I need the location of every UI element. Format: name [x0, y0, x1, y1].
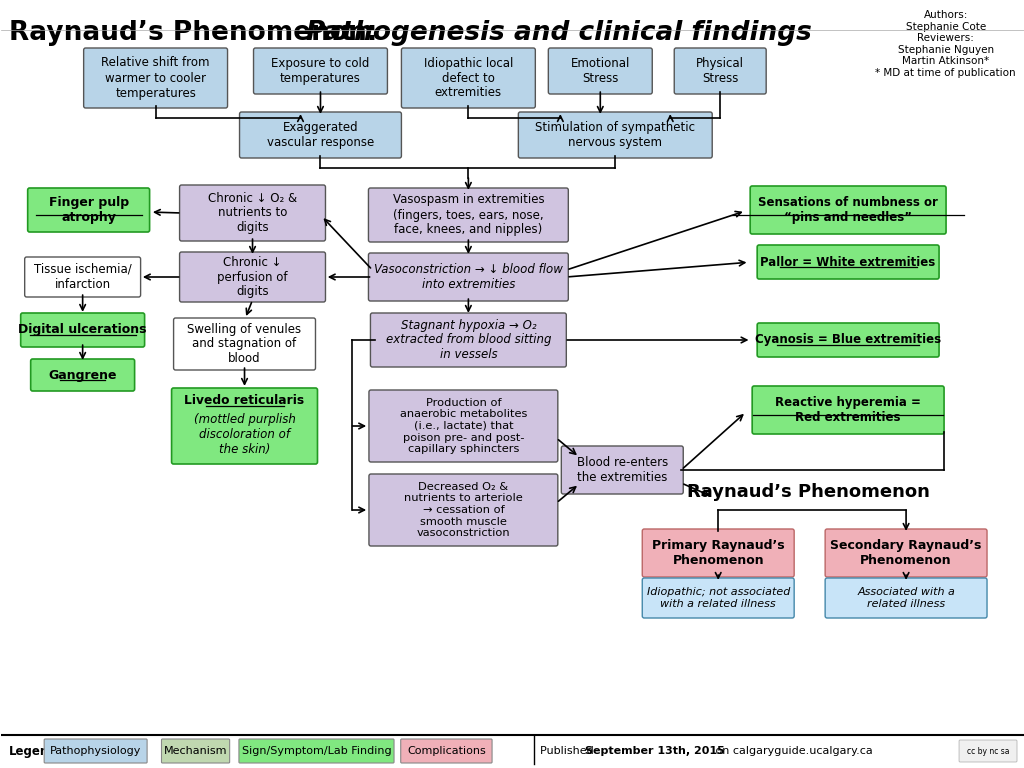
FancyBboxPatch shape: [44, 739, 147, 763]
FancyBboxPatch shape: [518, 112, 713, 158]
Text: on calgaryguide.ucalgary.ca: on calgaryguide.ucalgary.ca: [713, 746, 873, 756]
Text: Published: Published: [541, 746, 598, 756]
FancyBboxPatch shape: [642, 529, 795, 577]
Text: Sign/Symptom/Lab Finding: Sign/Symptom/Lab Finding: [242, 746, 391, 756]
FancyBboxPatch shape: [369, 188, 568, 242]
FancyBboxPatch shape: [20, 313, 144, 347]
FancyBboxPatch shape: [31, 359, 134, 391]
Text: Livedo reticularis: Livedo reticularis: [184, 393, 304, 406]
FancyBboxPatch shape: [162, 739, 229, 763]
Text: Complications: Complications: [407, 746, 485, 756]
FancyBboxPatch shape: [369, 474, 558, 546]
Text: cc by nc sa: cc by nc sa: [967, 746, 1010, 756]
FancyBboxPatch shape: [254, 48, 387, 94]
Text: Mechanism: Mechanism: [164, 746, 227, 756]
FancyBboxPatch shape: [369, 390, 558, 462]
Text: Idiopathic; not associated
with a related illness: Idiopathic; not associated with a relate…: [646, 588, 790, 609]
Text: Sensations of numbness or
“pins and needles”: Sensations of numbness or “pins and need…: [758, 196, 938, 224]
Text: Chronic ↓
perfusion of
digits: Chronic ↓ perfusion of digits: [217, 256, 288, 299]
Text: (mottled purplish
discoloration of
the skin): (mottled purplish discoloration of the s…: [194, 412, 296, 455]
Text: Pallor = White extremities: Pallor = White extremities: [761, 256, 936, 269]
Text: Idiopathic local
defect to
extremities: Idiopathic local defect to extremities: [424, 57, 513, 100]
Text: Emotional
Stress: Emotional Stress: [570, 57, 630, 85]
Text: Blood re-enters
the extremities: Blood re-enters the extremities: [577, 456, 668, 484]
FancyBboxPatch shape: [561, 446, 683, 494]
Text: Stimulation of sympathetic
nervous system: Stimulation of sympathetic nervous syste…: [536, 121, 695, 149]
FancyBboxPatch shape: [825, 529, 987, 577]
FancyBboxPatch shape: [84, 48, 227, 108]
Text: Raynaud’s Phenomenon:: Raynaud’s Phenomenon:: [8, 20, 386, 46]
Text: Pathophysiology: Pathophysiology: [50, 746, 141, 756]
FancyBboxPatch shape: [239, 739, 394, 763]
FancyBboxPatch shape: [959, 740, 1017, 762]
Text: Decreased O₂ &
nutrients to arteriole
→ cessation of
smooth muscle
vasoconstrict: Decreased O₂ & nutrients to arteriole → …: [404, 482, 523, 538]
Text: Secondary Raynaud’s
Phenomenon: Secondary Raynaud’s Phenomenon: [830, 539, 982, 567]
FancyBboxPatch shape: [674, 48, 766, 94]
Text: Exaggerated
vascular response: Exaggerated vascular response: [267, 121, 374, 149]
FancyBboxPatch shape: [240, 112, 401, 158]
Text: Swelling of venules
and stagnation of
blood: Swelling of venules and stagnation of bl…: [187, 323, 302, 366]
FancyBboxPatch shape: [179, 252, 326, 302]
FancyBboxPatch shape: [401, 48, 536, 108]
FancyBboxPatch shape: [172, 388, 317, 464]
Text: September 13th, 2015: September 13th, 2015: [586, 746, 725, 756]
FancyBboxPatch shape: [757, 323, 939, 357]
FancyBboxPatch shape: [400, 739, 493, 763]
Text: Vasospasm in extremities
(fingers, toes, ears, nose,
face, knees, and nipples): Vasospasm in extremities (fingers, toes,…: [392, 194, 544, 237]
Text: Relative shift from
warmer to cooler
temperatures: Relative shift from warmer to cooler tem…: [101, 57, 210, 100]
Text: Stagnant hypoxia → O₂
extracted from blood sitting
in vessels: Stagnant hypoxia → O₂ extracted from blo…: [386, 319, 551, 362]
FancyBboxPatch shape: [825, 578, 987, 618]
FancyBboxPatch shape: [757, 245, 939, 279]
Text: Vasoconstriction → ↓ blood flow
into extremities: Vasoconstriction → ↓ blood flow into ext…: [374, 263, 563, 291]
FancyBboxPatch shape: [369, 253, 568, 301]
Text: Cyanosis = Blue extremities: Cyanosis = Blue extremities: [755, 333, 941, 346]
Text: Reactive hyperemia =
Red extremities: Reactive hyperemia = Red extremities: [775, 396, 921, 424]
FancyBboxPatch shape: [751, 186, 946, 234]
Text: Digital ulcerations: Digital ulcerations: [18, 323, 146, 336]
Text: Associated with a
related illness: Associated with a related illness: [857, 588, 955, 609]
FancyBboxPatch shape: [179, 185, 326, 241]
FancyBboxPatch shape: [548, 48, 652, 94]
Text: Legend:: Legend:: [8, 744, 62, 757]
FancyBboxPatch shape: [174, 318, 315, 370]
Text: Primary Raynaud’s
Phenomenon: Primary Raynaud’s Phenomenon: [652, 539, 784, 567]
Text: Pathogenesis and clinical findings: Pathogenesis and clinical findings: [306, 20, 812, 46]
FancyBboxPatch shape: [371, 313, 566, 367]
FancyBboxPatch shape: [28, 188, 150, 232]
Text: Production of
anaerobic metabolites
(i.e., lactate) that
poison pre- and post-
c: Production of anaerobic metabolites (i.e…: [399, 398, 527, 454]
FancyBboxPatch shape: [25, 257, 140, 297]
Text: Tissue ischemia/
infarction: Tissue ischemia/ infarction: [34, 263, 131, 291]
FancyBboxPatch shape: [753, 386, 944, 434]
Text: Exposure to cold
temperatures: Exposure to cold temperatures: [271, 57, 370, 85]
Text: Physical
Stress: Physical Stress: [696, 57, 744, 85]
Text: Authors:
Stephanie Cote
Reviewers:
Stephanie Nguyen
Martin Atkinson*
* MD at tim: Authors: Stephanie Cote Reviewers: Steph…: [876, 10, 1016, 78]
Text: Raynaud’s Phenomenon: Raynaud’s Phenomenon: [687, 483, 930, 501]
Text: Chronic ↓ O₂ &
nutrients to
digits: Chronic ↓ O₂ & nutrients to digits: [208, 191, 297, 234]
Text: Finger pulp
atrophy: Finger pulp atrophy: [48, 196, 129, 224]
Text: Gangrene: Gangrene: [48, 369, 117, 382]
FancyBboxPatch shape: [642, 578, 795, 618]
